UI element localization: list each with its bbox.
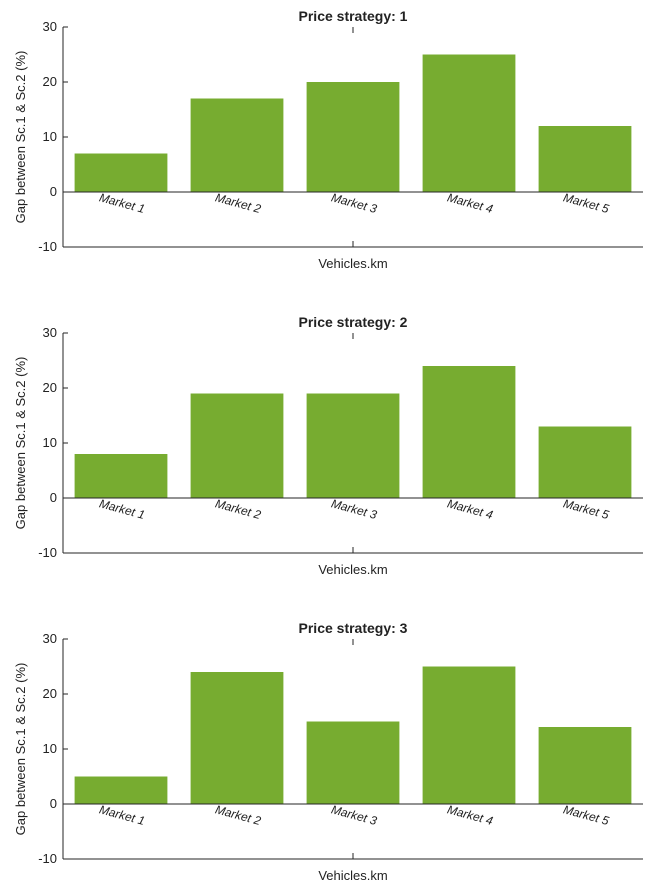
y-tick-label: -10 bbox=[38, 239, 57, 254]
category-label: Market 2 bbox=[214, 496, 263, 522]
category-label: Market 1 bbox=[98, 802, 147, 828]
category-label: Market 4 bbox=[446, 802, 495, 828]
y-tick-label: 0 bbox=[50, 184, 57, 199]
subplot-2: -10 0 10 20 30 Market 1 Market 2 Market 3 Market… bbox=[13, 314, 643, 577]
chart-title: Price strategy: 1 bbox=[299, 8, 408, 24]
category-label: Market 2 bbox=[214, 190, 263, 216]
y-tick-label: 20 bbox=[43, 74, 57, 89]
category-label: Market 2 bbox=[214, 802, 263, 828]
bar-market-4 bbox=[422, 366, 516, 498]
category-label: Market 4 bbox=[446, 190, 495, 216]
category-label: Market 1 bbox=[98, 190, 147, 216]
y-tick-label: 10 bbox=[43, 129, 57, 144]
category-label: Market 1 bbox=[98, 496, 147, 522]
subplot-1: -10 0 10 20 30 Market 1 Market 2 Market 3 Market… bbox=[13, 8, 643, 271]
y-tick-label: -10 bbox=[38, 545, 57, 560]
bar-market-1 bbox=[74, 454, 168, 498]
subplot-3: -10 0 10 20 30 Market 1 Market 2 Market 3 Market… bbox=[13, 620, 643, 883]
y-axis-label: Gap between Sc.1 & Sc.2 (%) bbox=[13, 51, 28, 224]
y-tick-label: 30 bbox=[43, 19, 57, 34]
bar-market-2 bbox=[190, 98, 284, 192]
y-axis-label: Gap between Sc.1 & Sc.2 (%) bbox=[13, 663, 28, 836]
category-label: Market 5 bbox=[562, 190, 611, 216]
bar-market-2 bbox=[190, 672, 284, 804]
y-tick-label: 20 bbox=[43, 380, 57, 395]
x-axis-label: Vehicles.km bbox=[318, 868, 387, 883]
x-axis-label: Vehicles.km bbox=[318, 562, 387, 577]
y-tick-label: -10 bbox=[38, 851, 57, 866]
bar-market-1 bbox=[74, 776, 168, 804]
bar-market-3 bbox=[306, 393, 400, 498]
y-tick-label: 0 bbox=[50, 490, 57, 505]
bar-market-4 bbox=[422, 54, 516, 192]
y-tick-label: 0 bbox=[50, 796, 57, 811]
y-tick-label: 30 bbox=[43, 325, 57, 340]
bar-market-1 bbox=[74, 153, 168, 192]
category-label: Market 5 bbox=[562, 496, 611, 522]
category-label: Market 3 bbox=[330, 496, 379, 522]
category-label: Market 5 bbox=[562, 802, 611, 828]
y-tick-label: 30 bbox=[43, 631, 57, 646]
y-axis-label: Gap between Sc.1 & Sc.2 (%) bbox=[13, 357, 28, 530]
bar-market-5 bbox=[538, 426, 632, 498]
chart-title: Price strategy: 2 bbox=[299, 314, 408, 330]
bar-market-5 bbox=[538, 126, 632, 192]
bar-market-2 bbox=[190, 393, 284, 498]
y-tick-label: 20 bbox=[43, 686, 57, 701]
bar-market-4 bbox=[422, 666, 516, 804]
category-label: Market 3 bbox=[330, 190, 379, 216]
chart-title: Price strategy: 3 bbox=[299, 620, 408, 636]
bar-market-3 bbox=[306, 721, 400, 804]
x-axis-label: Vehicles.km bbox=[318, 256, 387, 271]
y-tick-label: 10 bbox=[43, 741, 57, 756]
bar-market-5 bbox=[538, 727, 632, 804]
category-label: Market 3 bbox=[330, 802, 379, 828]
y-tick-label: 10 bbox=[43, 435, 57, 450]
bar-market-3 bbox=[306, 82, 400, 192]
category-label: Market 4 bbox=[446, 496, 495, 522]
